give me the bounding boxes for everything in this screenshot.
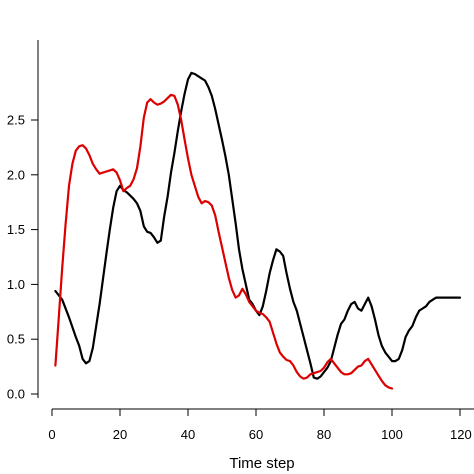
red-series-line [54, 93, 394, 390]
x-tick-label: 0 [48, 427, 55, 442]
y-tick-label: 1.5 [7, 222, 25, 237]
y-tick-label: 2.5 [7, 113, 25, 128]
x-tick-label: 100 [381, 427, 403, 442]
y-tick-label: 0.0 [7, 387, 25, 402]
x-axis-title: Time step [229, 455, 294, 472]
y-tick-label: 0.5 [7, 332, 25, 347]
x-tick-label: 20 [113, 427, 127, 442]
x-tick-label: 80 [317, 427, 331, 442]
y-tick-label: 2.0 [7, 167, 25, 182]
y-tick-label: 1.0 [7, 277, 25, 292]
x-tick-label: 60 [249, 427, 263, 442]
x-tick-label: 120 [450, 427, 472, 442]
series-lines [54, 71, 462, 390]
black-series-line [54, 71, 462, 380]
x-tick-label: 40 [181, 427, 195, 442]
y-axis-ticks: 0.0 0.5 1.0 1.5 2.0 2.5 [7, 113, 38, 402]
x-axis-ticks: 0 20 40 60 80 100 120 [48, 409, 472, 442]
